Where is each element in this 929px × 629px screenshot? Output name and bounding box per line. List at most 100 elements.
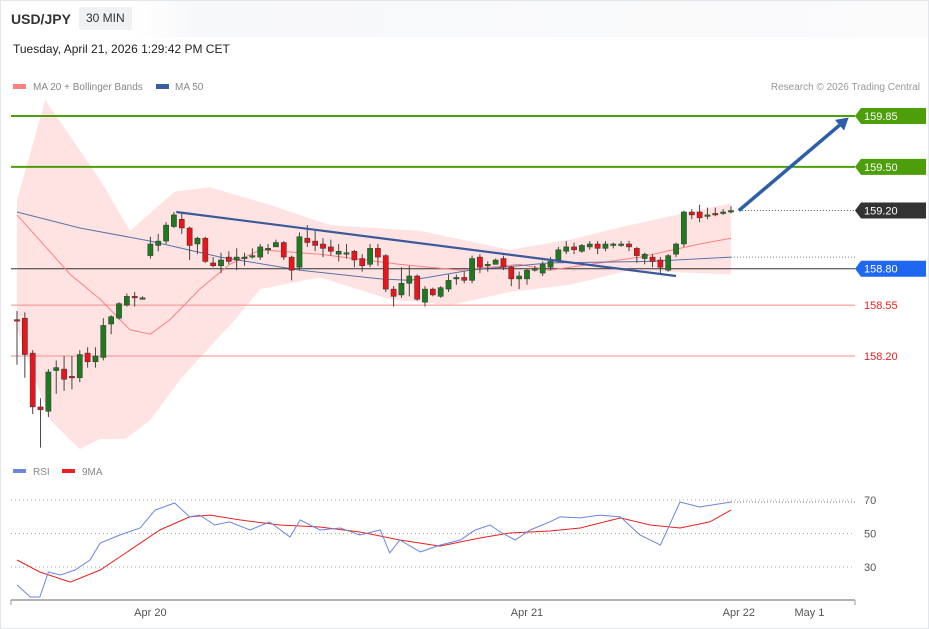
timeframe-button[interactable]: 30 MIN: [79, 7, 132, 30]
candle-body-bull: [163, 224, 169, 242]
candle-body-bull: [681, 211, 687, 245]
candles: [14, 204, 734, 448]
ma50-line: [16, 211, 732, 281]
candle: [29, 350, 36, 415]
candle: [139, 296, 146, 300]
candle-body-bull: [728, 210, 734, 213]
candle: [618, 241, 624, 247]
candle-body-bear: [202, 237, 209, 262]
candle: [76, 350, 83, 383]
candle: [45, 369, 52, 418]
candle-body-bull: [45, 371, 52, 412]
candle-body-bull: [563, 246, 570, 252]
candle: [327, 239, 334, 256]
candle-body-bull: [641, 253, 648, 259]
candle-body-bear: [37, 406, 44, 411]
annotations: [176, 117, 849, 278]
candle: [469, 255, 475, 284]
candle: [563, 241, 570, 255]
candle-body-bear: [477, 256, 483, 268]
candle: [312, 230, 318, 252]
candle: [524, 268, 530, 285]
candle: [500, 255, 507, 271]
candle-body-bear: [461, 277, 468, 281]
candle: [194, 236, 201, 255]
candle: [163, 222, 169, 244]
candle-body-bear: [178, 219, 185, 229]
candle-body-bear: [508, 267, 515, 280]
rsi-tick-label: 30: [864, 562, 876, 574]
candle-body-bear: [61, 368, 67, 380]
candle: [445, 274, 452, 292]
candle-body-bull: [602, 243, 609, 249]
candle: [665, 254, 672, 272]
candle: [696, 204, 703, 223]
candle-body-bull: [610, 243, 617, 246]
candle: [100, 318, 107, 361]
rsi-tick-label: 50: [864, 529, 876, 541]
candle: [14, 310, 20, 365]
price-tags: 159.85 159.50 159.20 158.80 158.55 158.20: [855, 108, 926, 363]
candle: [21, 312, 28, 378]
x-tick-label: Apr 20: [134, 607, 166, 619]
candle-body-bull: [484, 264, 491, 267]
candle: [351, 249, 358, 268]
candle-body-bull: [586, 243, 593, 248]
candle-body-bear: [131, 296, 138, 299]
candle-body-bull: [265, 248, 271, 251]
candle-body-bear: [29, 352, 36, 408]
candle-body-bull: [249, 255, 256, 258]
rsi-line: [16, 501, 732, 598]
x-axis-labels: Apr 20 Apr 21 Apr 22 May 1: [134, 607, 824, 619]
candle: [477, 254, 483, 274]
candle: [131, 291, 138, 307]
candle: [210, 257, 217, 268]
candle: [218, 252, 224, 274]
candle-body-bull: [539, 264, 546, 274]
candle-body-bull: [123, 296, 130, 306]
candle-body-bear: [375, 248, 381, 258]
candle: [375, 243, 381, 266]
candle-body-bull: [406, 275, 413, 284]
price-tag-158.80: [855, 260, 926, 277]
candle: [531, 265, 538, 272]
rsi-ma-legend-swatch: [62, 469, 75, 473]
candle: [123, 293, 130, 307]
candle-body-bear: [280, 242, 287, 258]
candle-body-bear: [304, 237, 311, 243]
candle: [461, 271, 468, 284]
candle: [265, 243, 271, 255]
candle-body-bear: [712, 213, 719, 216]
candle-body-bear: [288, 256, 295, 271]
candle-body-bull: [422, 288, 428, 303]
candle-body-bear: [312, 240, 318, 246]
candle: [681, 210, 687, 247]
candle: [398, 267, 405, 298]
candle: [359, 254, 366, 272]
candle-body-bull: [367, 248, 373, 265]
rsi-ma-legend-label: 9MA: [82, 467, 103, 478]
candle-body-bear: [500, 258, 507, 268]
candle: [673, 242, 679, 258]
candle: [586, 241, 593, 250]
candle: [249, 248, 256, 259]
candle: [147, 236, 154, 259]
ma50-legend-label: MA 50: [175, 82, 204, 93]
candle: [288, 255, 295, 281]
candle-body-bull: [233, 256, 240, 261]
candle: [594, 241, 601, 255]
x-tick-label: Apr 22: [723, 607, 755, 619]
candle-body-bear: [688, 211, 695, 216]
candle-body-bear: [657, 259, 664, 268]
candle-body-bear: [186, 227, 193, 246]
bollinger-band-area: [17, 100, 731, 450]
candle: [602, 241, 609, 252]
candle-body-bull: [720, 211, 726, 214]
candle: [367, 243, 373, 268]
candle-body-bull: [53, 367, 60, 371]
candle: [484, 261, 491, 272]
candle: [61, 355, 67, 391]
candle: [539, 261, 546, 276]
candle: [296, 232, 303, 271]
candle-body-bull: [469, 258, 475, 281]
